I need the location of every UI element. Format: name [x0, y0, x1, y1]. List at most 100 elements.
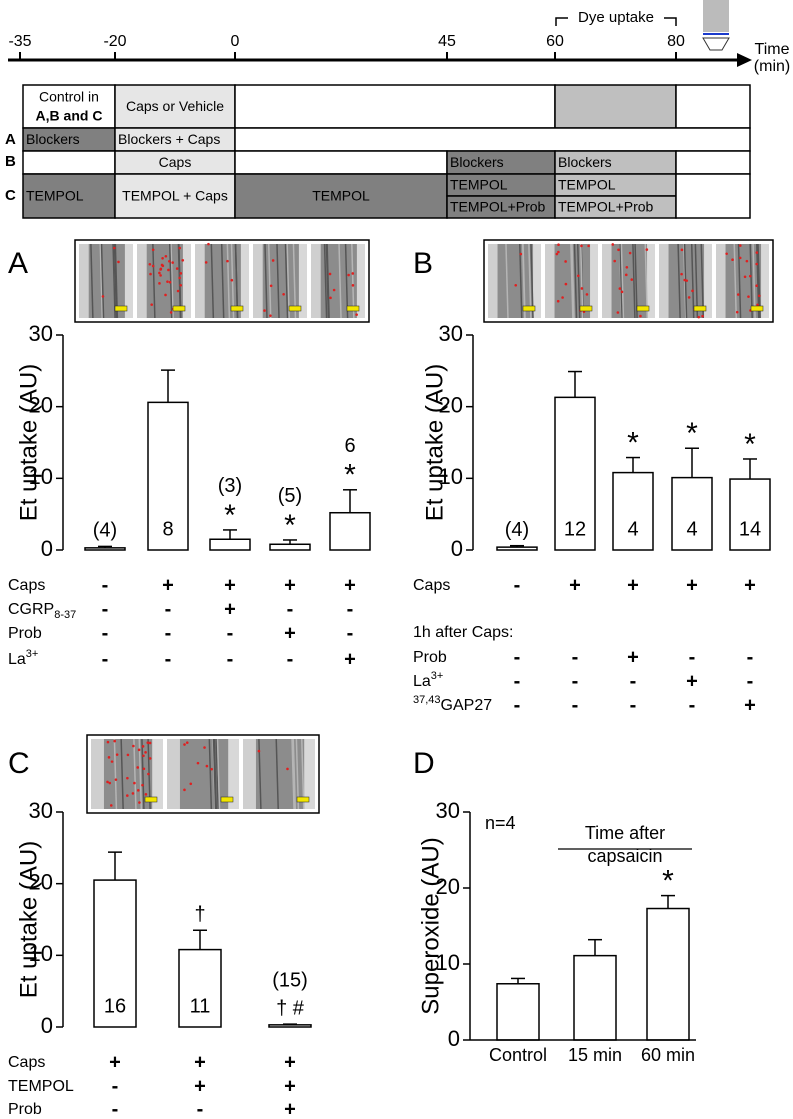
- protocol-cell: [114, 84, 236, 129]
- protocol-row-label: A: [5, 131, 16, 148]
- y-tick-label: 30: [29, 798, 53, 823]
- micrograph-dot: [144, 793, 148, 796]
- condition-mark: -: [689, 694, 696, 716]
- micrograph-dot: [181, 258, 185, 262]
- condition-mark: +: [627, 646, 639, 668]
- scale-bar: [636, 305, 650, 312]
- micrograph-dot: [731, 258, 734, 261]
- condition-mark: +: [569, 574, 581, 596]
- micrograph-fiber: [694, 243, 699, 319]
- micrograph-fiber: [216, 738, 221, 810]
- micrograph-edge: [228, 739, 239, 809]
- micrograph-dot: [347, 273, 350, 277]
- micrograph-edge: [716, 244, 726, 318]
- micrograph-dot: [196, 761, 200, 765]
- micrograph-edge: [761, 244, 769, 318]
- condition-mark: +: [224, 598, 236, 620]
- y-tick-label: 0: [41, 1013, 53, 1038]
- micrograph-dot: [351, 272, 355, 275]
- micrograph-fiber: [284, 243, 289, 319]
- micrograph-dot: [175, 267, 179, 270]
- x-tick-label: 60 min: [641, 1045, 695, 1065]
- time-tick-label: 60: [546, 33, 564, 50]
- condition-mark: -: [102, 622, 109, 644]
- micrograph-dot: [618, 287, 622, 290]
- micrograph-dot: [146, 741, 150, 744]
- micrograph-dot: [148, 757, 152, 760]
- micrograph-dot: [577, 274, 580, 278]
- condition-mark: +: [224, 574, 236, 596]
- micrograph-dot: [142, 754, 145, 758]
- micrograph-dot: [126, 776, 129, 780]
- significance-mark: † #: [276, 997, 305, 1019]
- micrograph-dot: [625, 265, 629, 269]
- condition-label-main: Prob: [413, 649, 447, 666]
- micrograph-fiber: [114, 243, 119, 319]
- micrograph-dot: [639, 314, 642, 318]
- condition-mark: -: [165, 622, 172, 644]
- significance-mark: *: [744, 428, 756, 461]
- micrograph-dot: [685, 279, 689, 282]
- y-tick-label: 20: [439, 392, 463, 417]
- micrograph-dot: [204, 261, 208, 264]
- micrograph-fiber: [570, 243, 574, 319]
- condition-mark: +: [284, 1051, 296, 1073]
- micrograph-fiber: [749, 243, 753, 319]
- micrograph-dot: [109, 804, 113, 807]
- significance-mark: *: [284, 509, 296, 542]
- protocol-text: Blockers: [558, 154, 612, 170]
- protocol-cell: [554, 84, 677, 129]
- micrograph-dot: [132, 744, 135, 748]
- note: n=4: [485, 813, 516, 833]
- micrograph-dot: [725, 252, 728, 256]
- micrograph-fiber: [120, 738, 124, 810]
- protocol-text: A,B and C: [36, 108, 103, 124]
- n-label: (5): [278, 485, 302, 507]
- micrograph-dot: [735, 310, 739, 314]
- micrograph-dot: [557, 250, 560, 254]
- micrograph-dot: [271, 259, 275, 262]
- time-tick-label: -20: [103, 33, 126, 50]
- bar: [573, 954, 617, 1041]
- scale-bar: [296, 796, 310, 803]
- micrograph-fiber: [690, 243, 695, 319]
- condition-label-sup: 3+: [26, 648, 39, 660]
- scale-bar: [522, 305, 536, 312]
- panel-letter: D: [413, 747, 435, 780]
- condition-label: Caps: [413, 577, 450, 594]
- protocol-cell: [675, 84, 751, 129]
- micrograph-dot: [747, 295, 750, 298]
- micrograph-fiber: [619, 243, 623, 319]
- micrograph-fiber: [141, 738, 145, 810]
- micrograph-dot: [587, 244, 590, 248]
- scale-bar: [172, 305, 186, 312]
- group-label: Time after: [585, 823, 665, 843]
- micrograph-edge: [533, 244, 541, 318]
- micrograph-fiber: [291, 738, 295, 810]
- significance-mark: *: [662, 865, 674, 898]
- condition-mark: -: [572, 646, 579, 668]
- y-tick-label: 10: [436, 950, 460, 975]
- micrograph-fiber: [177, 243, 182, 319]
- y-tick-label: 20: [29, 869, 53, 894]
- micrograph-fiber: [99, 243, 104, 319]
- micrograph-dot: [328, 272, 332, 276]
- bracket-label: Dye uptake: [578, 9, 654, 26]
- condition-mark: -: [514, 670, 521, 692]
- micrograph-edge: [91, 739, 104, 809]
- micrograph-edge: [356, 244, 365, 318]
- protocol-text: TEMPOL + Caps: [122, 188, 228, 204]
- micrograph-fiber: [579, 243, 584, 319]
- micrograph-fiber: [737, 243, 742, 319]
- micrograph-dot: [166, 280, 169, 283]
- micrograph-dot: [136, 789, 140, 792]
- protocol-cell: [675, 150, 751, 175]
- micrograph-dot: [736, 293, 740, 296]
- condition-mark: -: [112, 1075, 119, 1097]
- condition-mark: +: [109, 1051, 121, 1073]
- micrograph-dot: [257, 749, 261, 753]
- micrograph-dot: [616, 311, 620, 314]
- bar: [268, 1024, 312, 1028]
- protocol-text: Blockers: [26, 131, 80, 147]
- micrograph-dot: [149, 272, 152, 276]
